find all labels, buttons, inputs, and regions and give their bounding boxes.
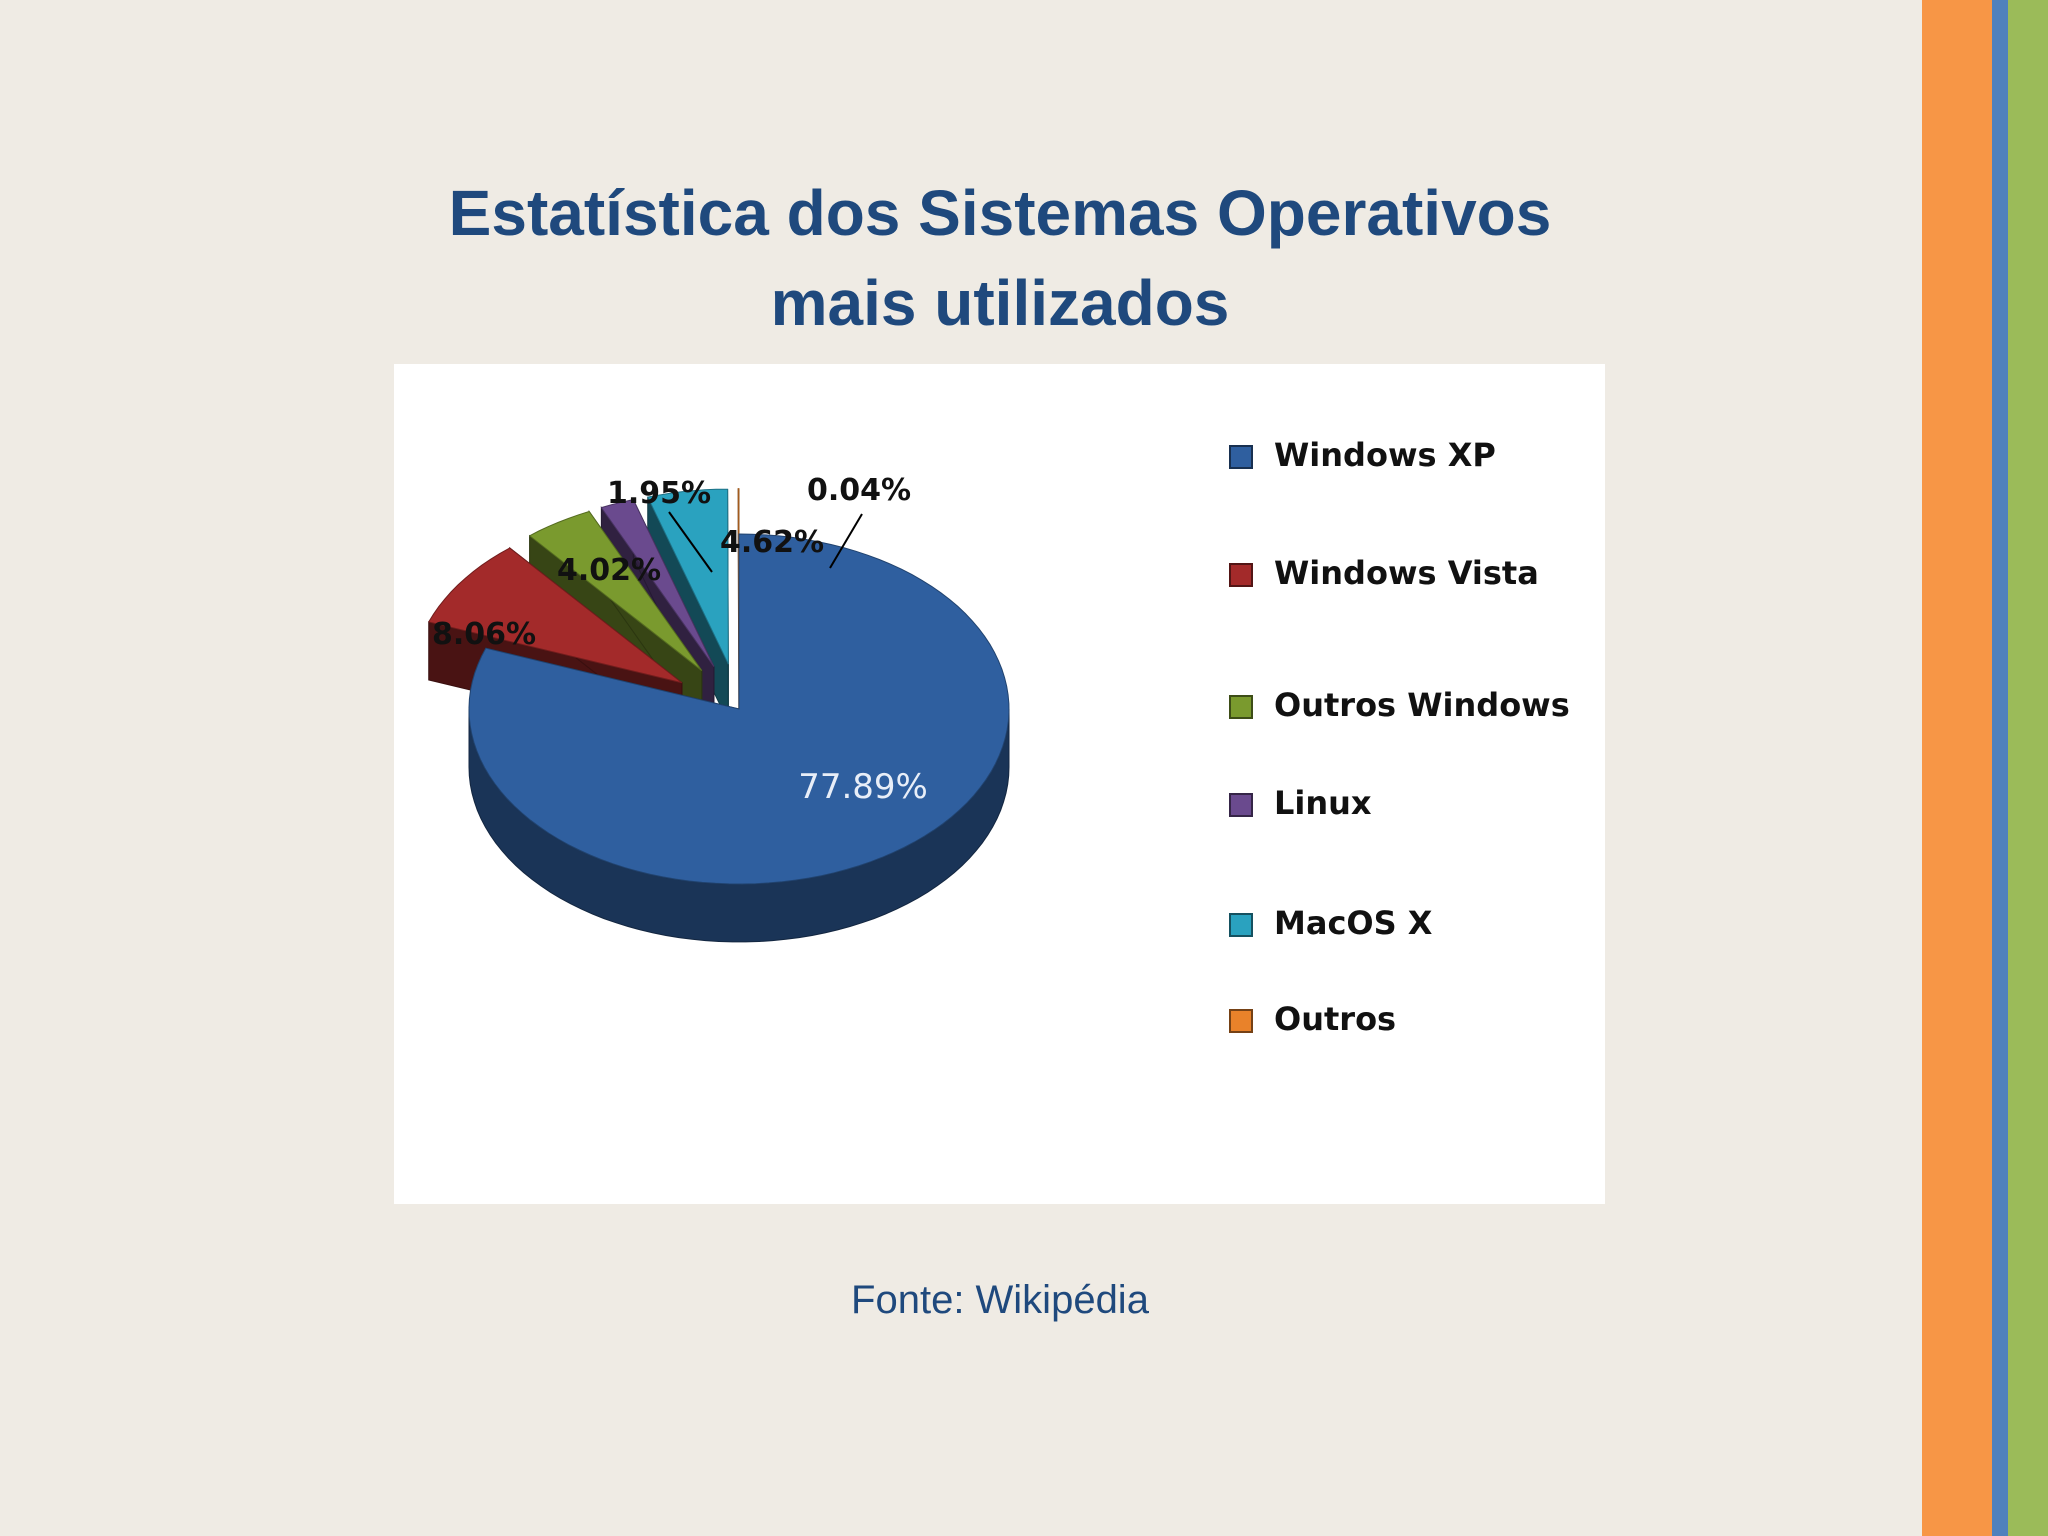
slide-title: Estatística dos Sistemas Operativos mais… — [400, 168, 1600, 348]
pie-chart: 77.89% 8.06% 4.02% 1.95% 4.62% 0.04% Windows … — [428, 436, 1570, 1038]
legend-swatch-windows-vista — [1229, 563, 1253, 587]
green-stripe — [2008, 0, 2048, 1536]
data-label-outros-windows: 4.02% — [557, 553, 661, 588]
legend-item-outros: Outros — [1229, 1000, 1396, 1038]
legend-label-windows-vista: Windows Vista — [1274, 554, 1539, 592]
pie-slice-windows-xp — [468, 533, 1010, 943]
legend-item-macos-x: MacOS X — [1229, 904, 1433, 942]
legend-item-linux: Linux — [1229, 784, 1372, 822]
legend: Windows XP Windows Vista Outros Windows Lin… — [1229, 436, 1570, 1038]
leader-line-linux — [668, 511, 713, 573]
source-caption: Fonte: Wikipédia — [851, 1278, 1149, 1322]
legend-swatch-outros — [1229, 1009, 1253, 1033]
legend-label-outros-windows: Outros Windows — [1274, 686, 1570, 724]
leader-line-outros — [829, 513, 863, 569]
slide-title-line-1: Estatística dos Sistemas Operativos — [448, 177, 1552, 249]
legend-swatch-macos-x — [1229, 913, 1253, 937]
legend-label-macos-x: MacOS X — [1274, 904, 1433, 942]
pie-layer — [428, 488, 1010, 943]
legend-swatch-windows-xp — [1229, 445, 1253, 469]
data-label-windows-xp: 77.89% — [798, 767, 928, 807]
chart-panel: 77.89% 8.06% 4.02% 1.95% 4.62% 0.04% Windows … — [394, 364, 1605, 1204]
legend-label-outros: Outros — [1274, 1000, 1396, 1038]
data-label-macos-x: 4.62% — [720, 525, 824, 560]
legend-item-outros-windows: Outros Windows — [1229, 686, 1570, 724]
legend-label-linux: Linux — [1274, 784, 1372, 822]
decorative-stripes — [1922, 0, 2048, 1536]
legend-item-windows-xp: Windows XP — [1229, 436, 1496, 474]
legend-item-windows-vista: Windows Vista — [1229, 554, 1539, 592]
data-label-windows-vista: 8.06% — [432, 617, 536, 652]
legend-label-windows-xp: Windows XP — [1274, 436, 1496, 474]
slide-title-line-2: mais utilizados — [770, 267, 1230, 339]
data-label-linux: 1.95% — [607, 476, 711, 511]
legend-swatch-linux — [1229, 793, 1253, 817]
orange-stripe — [1922, 0, 1992, 1536]
data-label-outros: 0.04% — [807, 473, 911, 508]
pie-label-layer: 77.89% 8.06% 4.02% 1.95% 4.62% 0.04% — [432, 473, 928, 807]
blue-stripe — [1992, 0, 2008, 1536]
legend-swatch-outros-windows — [1229, 695, 1253, 719]
